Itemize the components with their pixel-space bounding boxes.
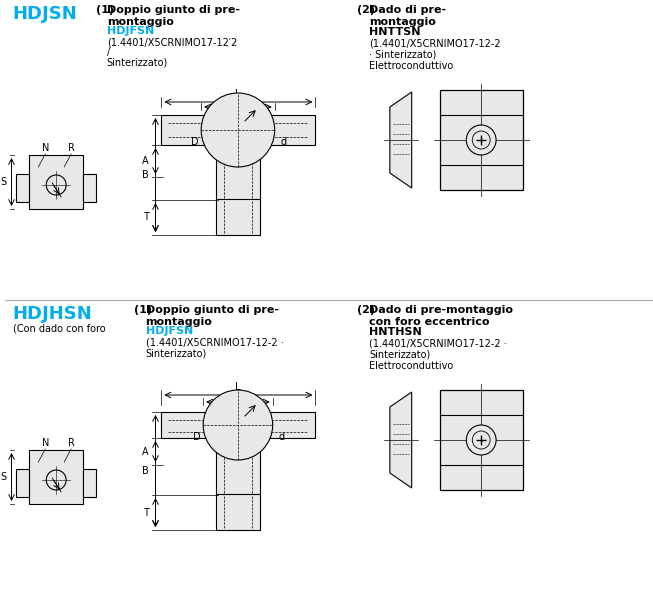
Text: R: R — [68, 438, 74, 448]
FancyBboxPatch shape — [439, 90, 523, 190]
FancyBboxPatch shape — [16, 174, 29, 202]
Circle shape — [46, 175, 66, 195]
Text: D: D — [193, 432, 200, 442]
Text: E: E — [235, 95, 241, 105]
FancyBboxPatch shape — [29, 450, 83, 504]
Text: N: N — [42, 143, 49, 153]
FancyBboxPatch shape — [29, 155, 83, 209]
Text: (1.4401/X5CRNIMO17-12-2 ·
Sinterizzato): (1.4401/X5CRNIMO17-12-2 · Sinterizzato) — [146, 337, 283, 359]
Text: A: A — [142, 156, 149, 166]
Text: HDJFSN: HDJFSN — [107, 26, 154, 36]
Text: Dado di pre-
montaggio: Dado di pre- montaggio — [369, 5, 446, 27]
FancyBboxPatch shape — [216, 438, 260, 495]
Text: d: d — [279, 432, 285, 442]
Text: S: S — [1, 472, 7, 482]
Text: (Con dado con foro: (Con dado con foro — [12, 323, 105, 333]
FancyBboxPatch shape — [216, 143, 260, 200]
Circle shape — [46, 470, 66, 490]
Text: N: N — [42, 438, 49, 448]
Text: (2): (2) — [357, 5, 375, 15]
Text: HDJHSN: HDJHSN — [12, 305, 92, 323]
Text: HNTHSN: HNTHSN — [369, 327, 422, 337]
Text: Doppio giunto di pre-
montaggio: Doppio giunto di pre- montaggio — [107, 5, 240, 27]
Polygon shape — [390, 92, 411, 188]
Text: E: E — [235, 389, 241, 399]
Text: (1.4401/X5CRNIMO17-12′2: (1.4401/X5CRNIMO17-12′2 — [107, 37, 237, 47]
Text: B: B — [142, 170, 149, 180]
Text: Sinterizzato): Sinterizzato) — [107, 57, 168, 67]
FancyBboxPatch shape — [216, 199, 260, 235]
Circle shape — [466, 425, 496, 455]
Circle shape — [201, 93, 275, 167]
FancyBboxPatch shape — [439, 390, 523, 490]
Circle shape — [466, 125, 496, 155]
Text: B: B — [142, 466, 149, 476]
Text: Doppio giunto di pre-
montaggio: Doppio giunto di pre- montaggio — [146, 305, 279, 327]
Text: S: S — [1, 177, 7, 187]
Text: (1): (1) — [96, 5, 114, 15]
Circle shape — [472, 131, 490, 149]
FancyBboxPatch shape — [161, 412, 315, 438]
Text: D: D — [191, 137, 199, 147]
Text: Dado di pre-montaggio
con foro eccentrico: Dado di pre-montaggio con foro eccentric… — [369, 305, 513, 327]
Text: A: A — [142, 447, 149, 457]
Text: R: R — [68, 143, 74, 153]
Text: HDJFSN: HDJFSN — [146, 326, 193, 336]
Text: L: L — [235, 89, 241, 99]
Text: (1.4401/X5CRNIMO17-12-2
· Sinterizzato)
Elettroconduttivo: (1.4401/X5CRNIMO17-12-2 · Sinterizzato) … — [369, 38, 501, 71]
Text: (2): (2) — [357, 305, 375, 315]
FancyBboxPatch shape — [216, 494, 260, 530]
FancyBboxPatch shape — [161, 115, 315, 145]
Text: (1.4401/X5CRNIMO17-12-2 ·
Sinterizzato)
Elettroconduttivo: (1.4401/X5CRNIMO17-12-2 · Sinterizzato) … — [369, 338, 507, 371]
FancyBboxPatch shape — [83, 174, 96, 202]
FancyBboxPatch shape — [16, 469, 29, 497]
Text: HNTTSN: HNTTSN — [369, 27, 421, 37]
Circle shape — [203, 390, 273, 460]
Text: T: T — [143, 508, 149, 518]
Text: T: T — [143, 212, 149, 222]
Text: (1): (1) — [134, 305, 151, 315]
Text: /: / — [107, 47, 110, 57]
Polygon shape — [390, 392, 411, 488]
Circle shape — [472, 431, 490, 449]
Text: HDJSN: HDJSN — [12, 5, 77, 23]
Text: L: L — [235, 382, 241, 392]
FancyBboxPatch shape — [83, 469, 96, 497]
Text: d: d — [281, 137, 287, 147]
